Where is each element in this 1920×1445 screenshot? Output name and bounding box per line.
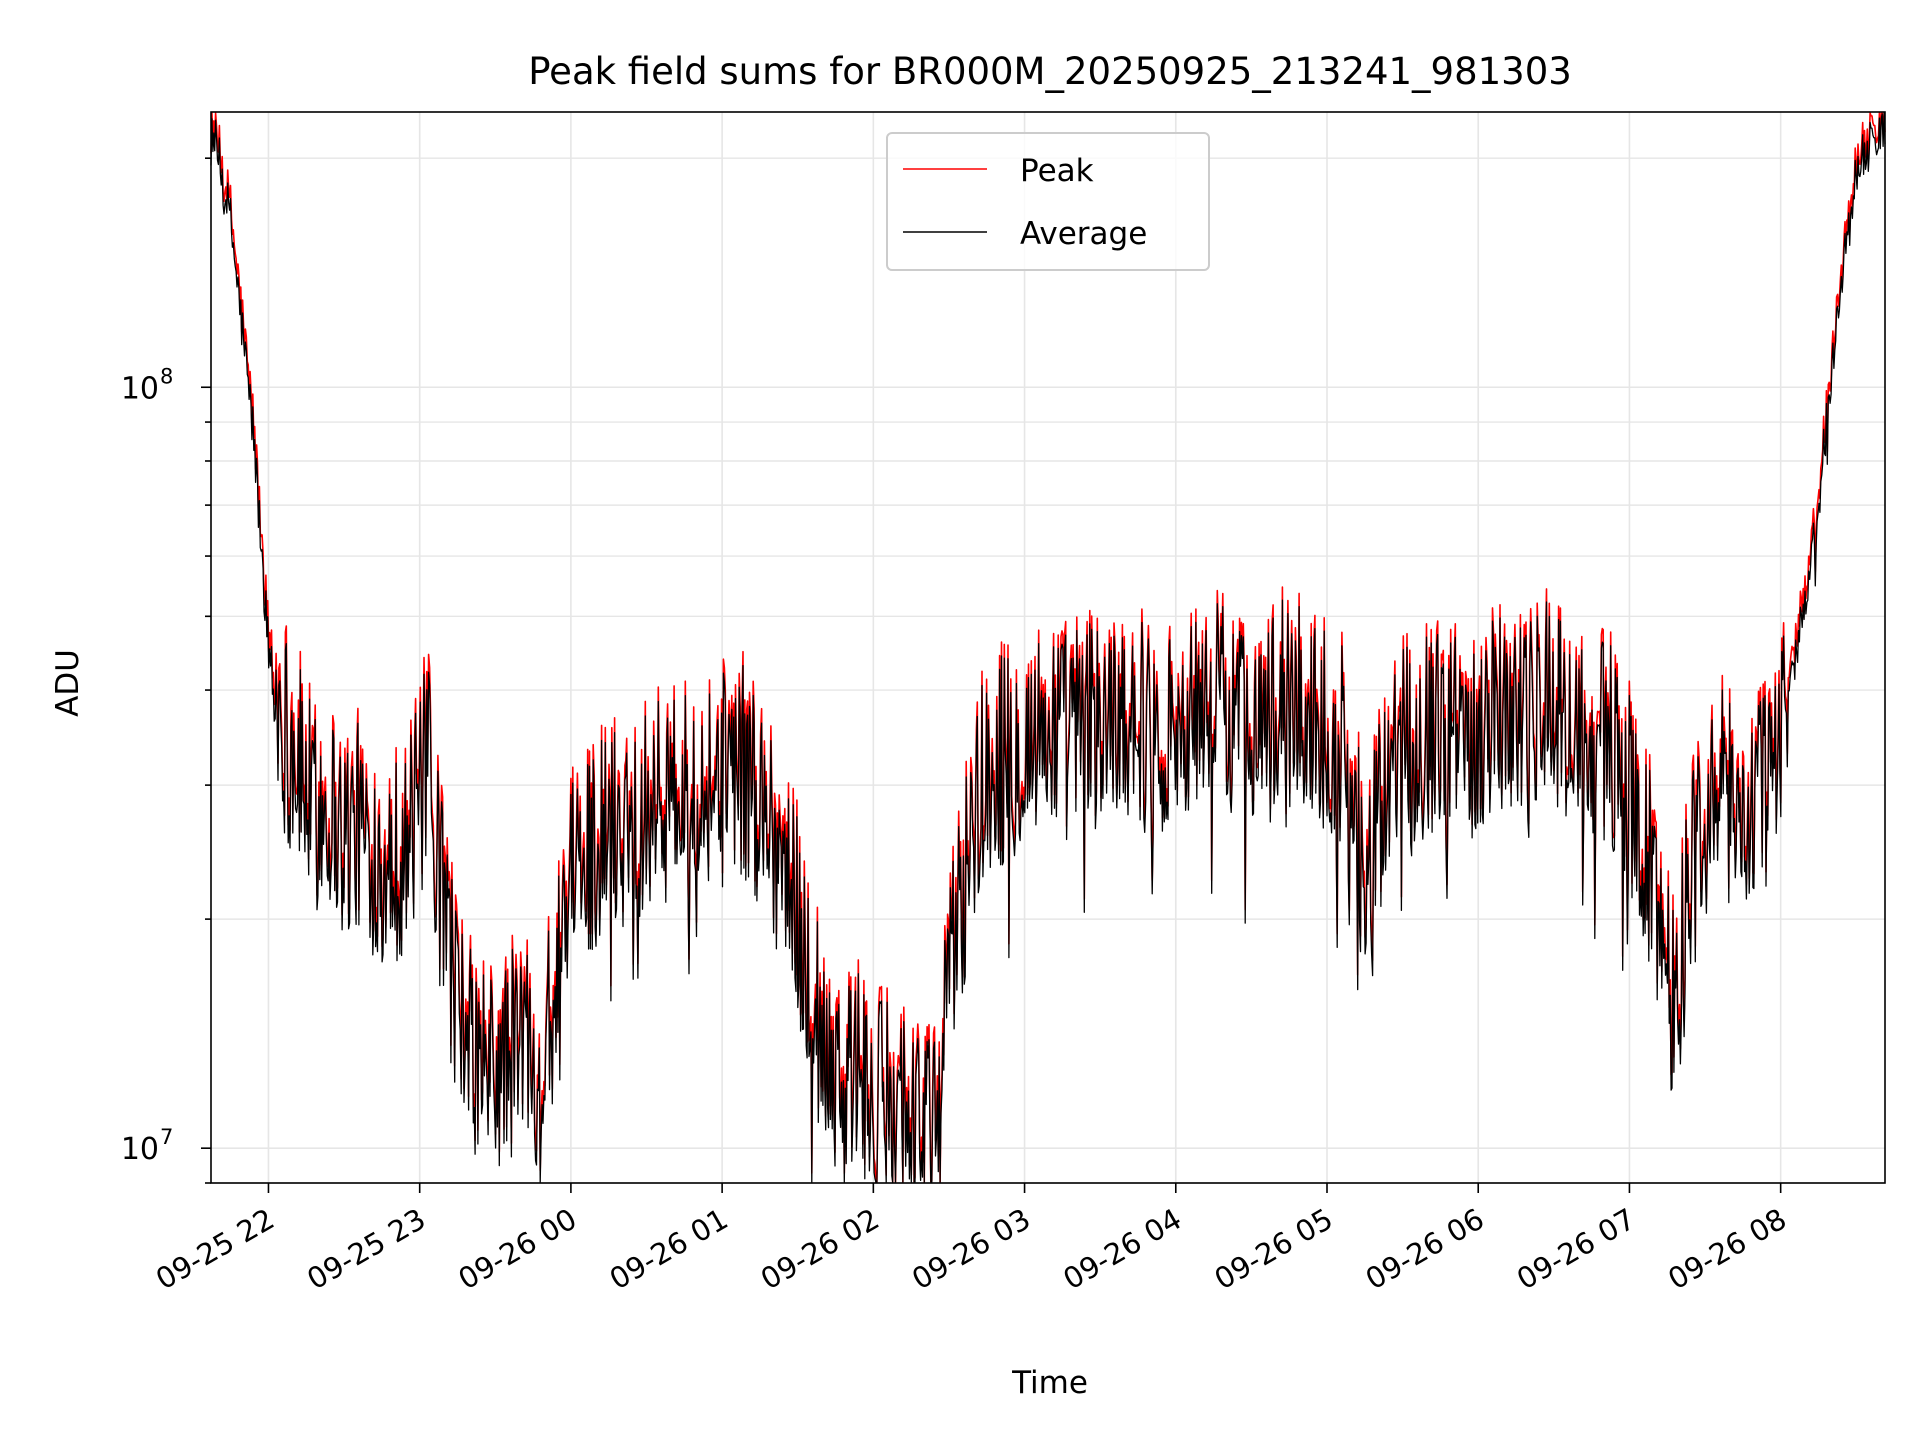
y-tick-base: 10 (121, 1132, 159, 1167)
y-tick-exponent: 8 (160, 364, 173, 388)
legend-box (886, 132, 1210, 271)
plot-frame (210, 111, 1886, 1184)
y-tick-label: 10 8 (121, 364, 174, 406)
y-tick-base: 10 (121, 371, 159, 406)
y-tick-label: 10 7 (121, 1125, 174, 1167)
x-axis-label: Time (1011, 1365, 1088, 1401)
legend-peak-label: Peak (1020, 153, 1094, 189)
legend-average-label: Average (1020, 216, 1147, 252)
series-line-average (210, 112, 1886, 1183)
y-tick-exponent: 7 (160, 1125, 173, 1149)
y-axis-label: ADU (50, 649, 86, 717)
plot-area-series (210, 112, 1886, 1183)
legend: Peak Average (886, 132, 1210, 271)
chart-title: Peak field sums for BR000M_20250925_2132… (528, 50, 1572, 93)
